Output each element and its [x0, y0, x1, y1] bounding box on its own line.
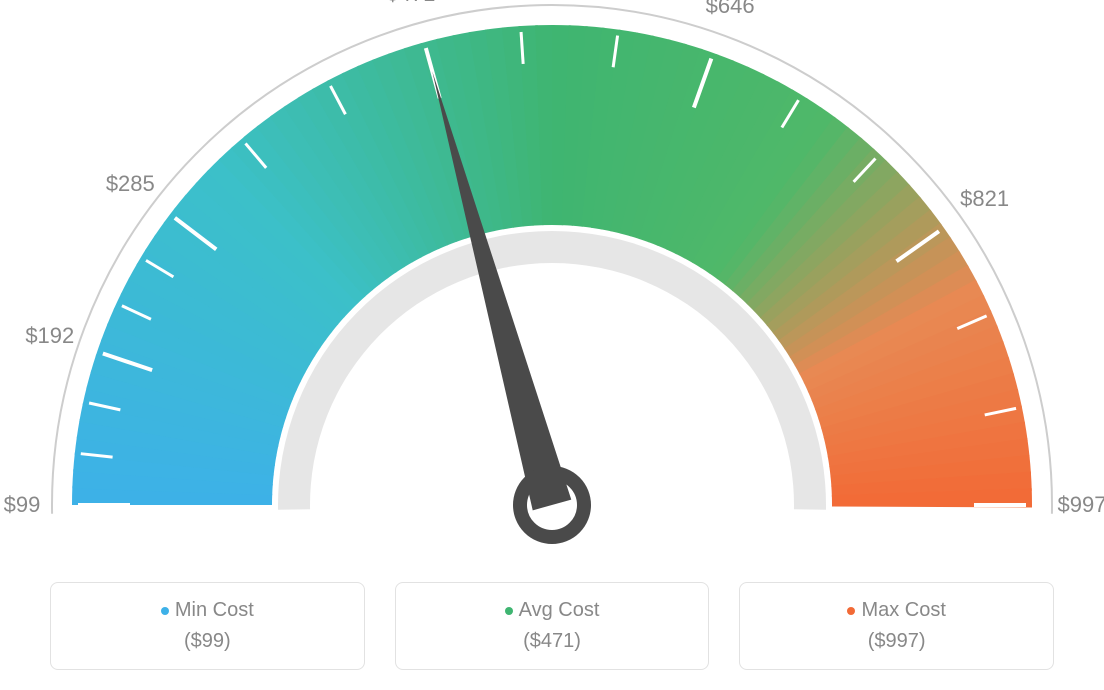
legend-card-max: Max Cost ($997)	[739, 582, 1054, 670]
gauge-tick-label: $997	[1058, 492, 1104, 518]
legend-title-avg: Avg Cost	[416, 599, 689, 622]
gauge-chart: $99 $192 $285 $471 $646 $821 $997	[0, 0, 1104, 560]
legend-title-max: Max Cost	[760, 599, 1033, 622]
legend-value-avg: ($471)	[416, 630, 689, 653]
legend-label-min: Min Cost	[175, 599, 254, 621]
legend-dot-min	[161, 607, 169, 615]
legend-value-min: ($99)	[71, 630, 344, 653]
legend-label-avg: Avg Cost	[519, 599, 600, 621]
legend-dot-max	[847, 607, 855, 615]
cost-gauge-container: $99 $192 $285 $471 $646 $821 $997 Min Cost ($9…	[0, 0, 1104, 690]
gauge-tick-label: $99	[4, 492, 41, 518]
gauge-color-arc	[72, 25, 1032, 505]
gauge-minor-tick	[521, 32, 523, 64]
legend-label-max: Max Cost	[861, 599, 945, 621]
legend-title-min: Min Cost	[71, 599, 344, 622]
legend-value-max: ($997)	[760, 630, 1033, 653]
legend-row: Min Cost ($99) Avg Cost ($471) Max Cost …	[50, 582, 1054, 670]
legend-card-min: Min Cost ($99)	[50, 582, 365, 670]
legend-card-avg: Avg Cost ($471)	[395, 582, 710, 670]
gauge-tick-label: $471	[386, 0, 435, 7]
gauge-tick-label: $646	[706, 0, 755, 19]
legend-dot-avg	[505, 607, 513, 615]
gauge-tick-label: $285	[106, 171, 155, 197]
gauge-tick-label: $192	[25, 323, 74, 349]
gauge-tick-label: $821	[960, 186, 1009, 212]
